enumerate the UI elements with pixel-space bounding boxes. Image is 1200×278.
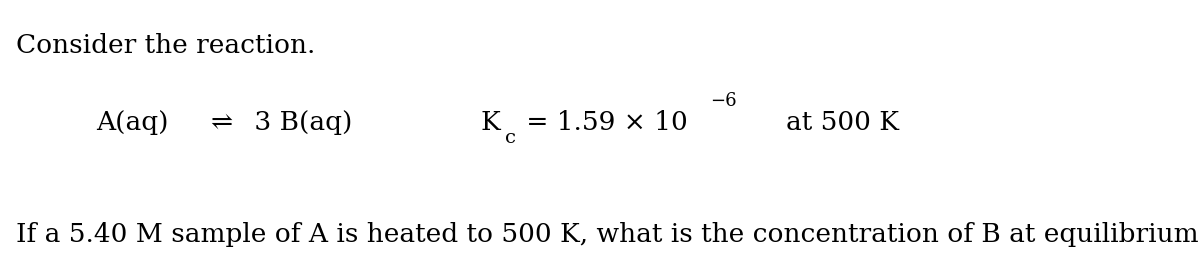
- Text: = 1.59 × 10: = 1.59 × 10: [518, 110, 688, 135]
- Text: Consider the reaction.: Consider the reaction.: [16, 33, 314, 58]
- Text: c: c: [505, 129, 516, 147]
- Text: −6: −6: [710, 93, 737, 110]
- Text: 3 B(aq): 3 B(aq): [246, 110, 353, 135]
- Text: ⇌: ⇌: [210, 110, 232, 135]
- Text: at 500 K: at 500 K: [786, 110, 899, 135]
- Text: If a 5.40 M sample of A is heated to 500 K, what is the concentration of B at eq: If a 5.40 M sample of A is heated to 500…: [16, 222, 1200, 247]
- Text: A(aq): A(aq): [96, 110, 176, 135]
- Text: K: K: [480, 110, 499, 135]
